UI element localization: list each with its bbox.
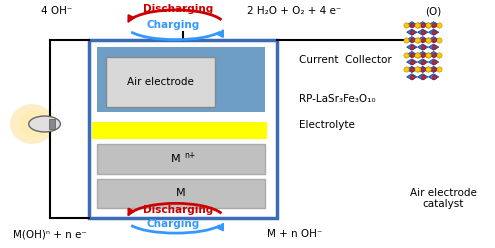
Text: M(OH)ⁿ + n e⁻: M(OH)ⁿ + n e⁻ [12,229,87,239]
Text: Discharging: Discharging [143,4,213,14]
Text: M: M [171,154,181,164]
Polygon shape [406,44,417,50]
Text: 2 H₂O + O₂ + 4 e⁻: 2 H₂O + O₂ + 4 e⁻ [248,6,342,16]
Polygon shape [417,59,428,65]
Bar [97,47,265,112]
Text: Current  Collector: Current Collector [299,55,392,64]
Circle shape [29,116,60,132]
Text: Charging: Charging [147,20,200,30]
Text: Air electrode
catalyst: Air electrode catalyst [409,187,477,209]
Polygon shape [406,66,417,73]
Bar [97,179,265,208]
Ellipse shape [10,104,54,144]
Polygon shape [428,74,439,80]
Text: Electrolyte: Electrolyte [299,120,355,130]
Polygon shape [417,29,428,35]
Polygon shape [406,51,417,58]
Polygon shape [406,22,417,28]
Text: Discharging: Discharging [143,205,213,215]
Polygon shape [417,36,428,43]
Text: M + n OH⁻: M + n OH⁻ [267,229,322,239]
Text: n+: n+ [184,151,195,159]
Bar [97,144,265,174]
Ellipse shape [20,110,50,138]
Text: 4 OH⁻: 4 OH⁻ [41,6,73,16]
Polygon shape [428,36,439,43]
Polygon shape [417,22,428,28]
Polygon shape [406,36,417,43]
Polygon shape [406,74,417,80]
Polygon shape [428,29,439,35]
Polygon shape [417,51,428,58]
Bar [92,122,267,139]
Text: RP-LaSr₃Fe₃O₁₀: RP-LaSr₃Fe₃O₁₀ [299,94,376,104]
Polygon shape [417,66,428,73]
Polygon shape [428,44,439,50]
Polygon shape [417,44,428,50]
Bar [89,40,277,218]
Polygon shape [417,74,428,80]
Text: Air electrode: Air electrode [127,77,195,87]
Bar [106,57,215,107]
Polygon shape [428,66,439,73]
Text: (O): (O) [425,6,441,16]
Polygon shape [428,51,439,58]
Text: M: M [176,188,186,198]
Polygon shape [406,59,417,65]
Bar [49,119,55,129]
Polygon shape [406,29,417,35]
Polygon shape [428,59,439,65]
Text: Charging: Charging [147,219,200,229]
Polygon shape [428,22,439,28]
